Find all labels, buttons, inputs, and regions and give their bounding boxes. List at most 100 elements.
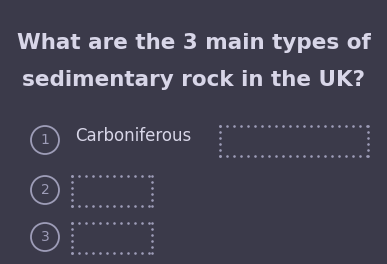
Point [69,239,75,243]
Point [125,204,131,208]
Point [69,221,75,225]
Point [287,124,293,128]
Point [365,130,371,134]
Point [315,154,321,158]
Point [149,180,155,184]
Point [266,154,272,158]
Point [350,124,356,128]
Point [336,154,342,158]
Point [76,174,82,178]
Point [231,154,237,158]
Point [294,154,300,158]
Point [104,204,110,208]
Point [217,142,223,146]
Point [343,124,349,128]
Point [245,124,251,128]
Point [259,154,265,158]
Point [97,174,103,178]
Point [139,174,145,178]
Point [69,186,75,190]
Point [315,124,321,128]
Point [132,251,138,255]
Point [365,136,371,140]
Point [139,204,145,208]
Point [329,124,335,128]
Point [280,154,286,158]
Point [322,124,328,128]
Point [83,251,89,255]
Point [231,124,237,128]
Point [90,251,96,255]
Point [149,245,155,249]
Point [125,221,131,225]
Point [132,174,138,178]
Point [97,221,103,225]
Point [132,221,138,225]
Point [252,154,258,158]
Point [224,124,230,128]
Point [357,154,363,158]
Point [118,251,124,255]
Point [111,251,117,255]
Point [365,148,371,152]
Point [146,221,152,225]
Point [308,124,314,128]
Point [149,198,155,202]
Point [294,124,300,128]
Point [308,154,314,158]
Point [83,221,89,225]
Point [149,251,155,255]
Text: What are the 3 main types of: What are the 3 main types of [17,33,370,53]
Point [132,204,138,208]
Point [118,221,124,225]
Point [69,204,75,208]
Point [111,174,117,178]
Point [217,154,223,158]
Point [238,154,244,158]
Point [125,174,131,178]
Text: 1: 1 [41,133,50,147]
Point [149,186,155,190]
Point [217,154,223,158]
Point [350,154,356,158]
Point [69,233,75,237]
Point [76,204,82,208]
Text: 2: 2 [41,183,50,197]
Point [90,221,96,225]
Point [301,154,307,158]
Point [301,124,307,128]
Point [238,124,244,128]
Point [365,124,371,128]
Point [336,124,342,128]
Point [273,124,279,128]
Point [217,124,223,128]
Point [217,148,223,152]
Point [365,154,371,158]
Point [125,251,131,255]
Point [83,204,89,208]
Point [364,154,370,158]
Point [69,251,75,255]
Point [364,124,370,128]
Point [329,154,335,158]
Point [69,227,75,231]
Point [146,251,152,255]
Point [139,221,145,225]
Point [69,174,75,178]
Point [365,142,371,146]
Point [280,124,286,128]
Point [76,221,82,225]
Point [217,136,223,140]
Point [118,204,124,208]
Point [224,154,230,158]
Point [273,154,279,158]
Point [343,154,349,158]
Point [69,221,75,225]
Text: 3: 3 [41,230,50,244]
Point [146,174,152,178]
Point [149,204,155,208]
Point [322,154,328,158]
Point [69,180,75,184]
Point [69,251,75,255]
Point [118,174,124,178]
